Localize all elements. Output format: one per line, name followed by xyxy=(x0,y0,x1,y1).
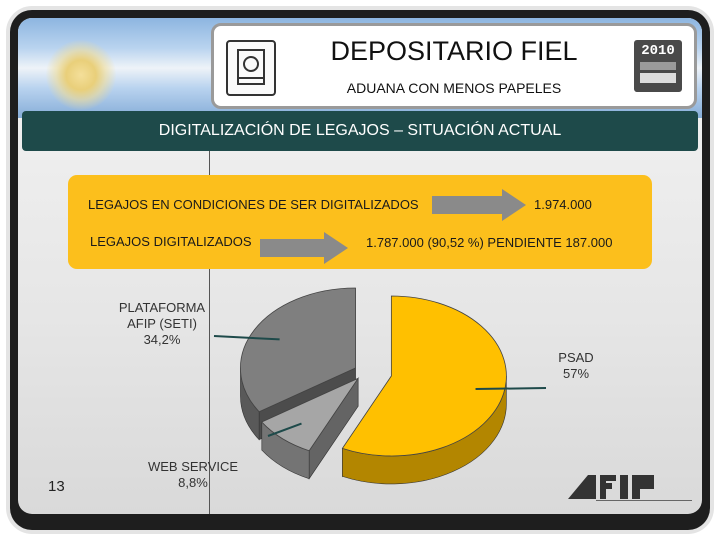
pie-leader-line xyxy=(213,335,280,341)
section-banner: DIGITALIZACIÓN DE LEGAJOS – SITUACIÓN AC… xyxy=(22,111,698,151)
header-box: DEPOSITARIO FIEL ADUANA CON MENOS PAPELE… xyxy=(211,23,697,109)
row1-value: 1.974.000 xyxy=(534,197,592,212)
page-title: DEPOSITARIO FIEL xyxy=(330,36,578,66)
pie-label-line: 8,8% xyxy=(178,475,208,490)
pie-label-line: WEB SERVICE xyxy=(147,459,239,474)
pie-slice-web-service xyxy=(261,377,360,452)
divider-line xyxy=(209,151,210,514)
pie-label-line: 57% xyxy=(562,366,590,381)
pie-label-line: 34,2% xyxy=(143,332,181,347)
info-box: LEGAJOS EN CONDICIONES DE SER DIGITALIZA… xyxy=(68,175,652,269)
row1-label: LEGAJOS EN CONDICIONES DE SER DIGITALIZA… xyxy=(88,197,419,212)
pie-slice-psad xyxy=(341,295,507,457)
slide-number: 13 xyxy=(48,478,65,495)
pie-leader-line xyxy=(267,422,302,437)
year-badge: 2010 xyxy=(641,43,675,59)
customs-crest-icon xyxy=(226,40,276,96)
row2-value: 1.787.000 (90,52 %) PENDIENTE 187.000 xyxy=(366,235,613,250)
arrow-right-icon xyxy=(260,232,348,264)
pie-label-psad: PSAD 57% xyxy=(546,350,606,382)
row2-label: LEGAJOS DIGITALIZADOS xyxy=(90,234,252,249)
afip-logo-icon xyxy=(568,475,692,501)
pie-slice-plataforma-afip-seti xyxy=(240,287,356,413)
pie-label-web-service: WEB SERVICE 8,8% xyxy=(138,459,248,491)
pie-label-line: PSAD xyxy=(558,350,594,365)
pie-label-line: PLATAFORMA xyxy=(118,300,206,315)
sun-of-may-icon xyxy=(46,40,116,110)
pie-label-line: AFIP (SETI) xyxy=(127,316,197,331)
year-2010-logo: 2010 xyxy=(634,40,682,92)
slide: DEPOSITARIO FIEL ADUANA CON MENOS PAPELE… xyxy=(18,18,702,514)
page-subtitle: ADUANA CON MENOS PAPELES xyxy=(346,80,562,96)
pie-leader-line xyxy=(475,387,547,391)
pie-chart xyxy=(213,287,547,485)
arrow-right-icon xyxy=(432,189,526,221)
pie-label-afip-seti: PLATAFORMA AFIP (SETI) 34,2% xyxy=(114,300,210,348)
